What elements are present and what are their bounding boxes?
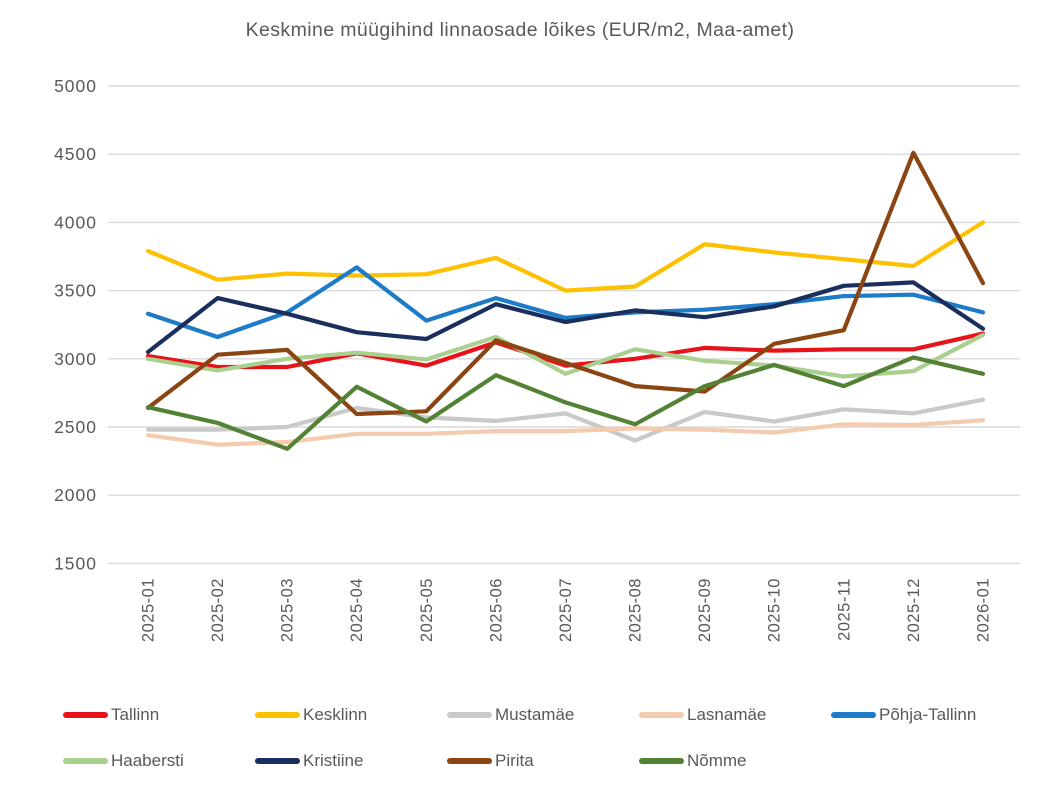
legend-swatch — [831, 712, 876, 718]
legend-label: Lasnamäe — [687, 705, 767, 724]
x-tick-label: 2025-07 — [557, 578, 575, 642]
legend-item-tallinn: Tallinn — [63, 703, 255, 727]
legend-item-haabersti: Haabersti — [63, 749, 255, 773]
legend-swatch — [447, 712, 492, 718]
legend-item-pirita: Pirita — [447, 749, 639, 773]
legend-item-kesklinn: Kesklinn — [255, 703, 447, 727]
x-tick-label: 2025-03 — [279, 578, 297, 642]
plot-svg: 5000 4500 4000 3500 3000 2500 2000 1500 2025-01 2… — [54, 76, 1020, 642]
series-line-p-hja-tallinn — [145, 265, 986, 340]
legend-label: Põhja-Tallinn — [879, 705, 977, 724]
x-tick-label: 2025-08 — [627, 578, 645, 642]
series-line-n-mme — [145, 355, 986, 451]
y-tick-label: 2000 — [54, 485, 97, 505]
y-tick-label: 1500 — [54, 553, 97, 573]
y-tick-label: 3000 — [54, 349, 97, 369]
y-tick-label: 5000 — [54, 76, 97, 96]
y-tick-label: 3500 — [54, 281, 97, 301]
series-line-mustam-e — [145, 397, 986, 443]
legend-item-kristiine: Kristiine — [255, 749, 447, 773]
legend-label: Haabersti — [111, 751, 184, 770]
legend-label: Nõmme — [687, 751, 747, 770]
x-tick-label: 2025-06 — [487, 578, 505, 642]
y-tick-label: 4500 — [54, 144, 97, 164]
series-line-lasnam-e — [145, 418, 986, 447]
x-tick-label: 2025-12 — [905, 578, 923, 642]
legend: Tallinn Kesklinn Mustamäe Lasnamäe Põhja-Tal… — [63, 703, 1023, 773]
legend-swatch — [639, 712, 684, 718]
legend-label: Kristiine — [303, 751, 364, 770]
y-tick-label: 2500 — [54, 417, 97, 437]
x-tick-label: 2025-11 — [835, 578, 853, 641]
series-line-kristiine — [145, 280, 986, 355]
legend-label: Pirita — [495, 751, 534, 770]
chart-title: Keskmine müügihind linnaosade lõikes (EU… — [245, 19, 795, 41]
y-tick-label: 4000 — [54, 212, 97, 232]
legend-swatch — [63, 758, 108, 764]
legend-swatch — [255, 758, 300, 764]
x-tick-label: 2025-05 — [418, 578, 436, 642]
series-line-pirita — [145, 150, 986, 417]
series-line-haabersti — [145, 332, 986, 379]
x-tick-label: 2025-02 — [209, 578, 227, 642]
legend-item-mustam-e: Mustamäe — [447, 703, 639, 727]
x-tick-label: 2025-10 — [766, 578, 784, 642]
legend-item-lasnam-e: Lasnamäe — [639, 703, 831, 727]
legend-item-p-hja-tallinn: Põhja-Tallinn — [831, 703, 1023, 727]
legend-swatch — [639, 758, 684, 764]
x-tick-label: 2025-09 — [696, 578, 714, 642]
x-tick-label: 2026-01 — [975, 578, 993, 642]
x-tick-label: 2025-04 — [348, 578, 366, 642]
legend-item-n-mme: Nõmme — [639, 749, 831, 773]
legend-swatch — [63, 712, 108, 718]
legend-swatch — [447, 758, 492, 764]
legend-label: Kesklinn — [303, 705, 368, 724]
legend-swatch — [255, 712, 300, 718]
series-line-tallinn — [145, 331, 986, 370]
legend-label: Tallinn — [111, 705, 160, 724]
legend-label: Mustamäe — [495, 705, 575, 724]
series-line-kesklinn — [145, 220, 986, 293]
x-tick-label: 2025-01 — [140, 578, 158, 642]
